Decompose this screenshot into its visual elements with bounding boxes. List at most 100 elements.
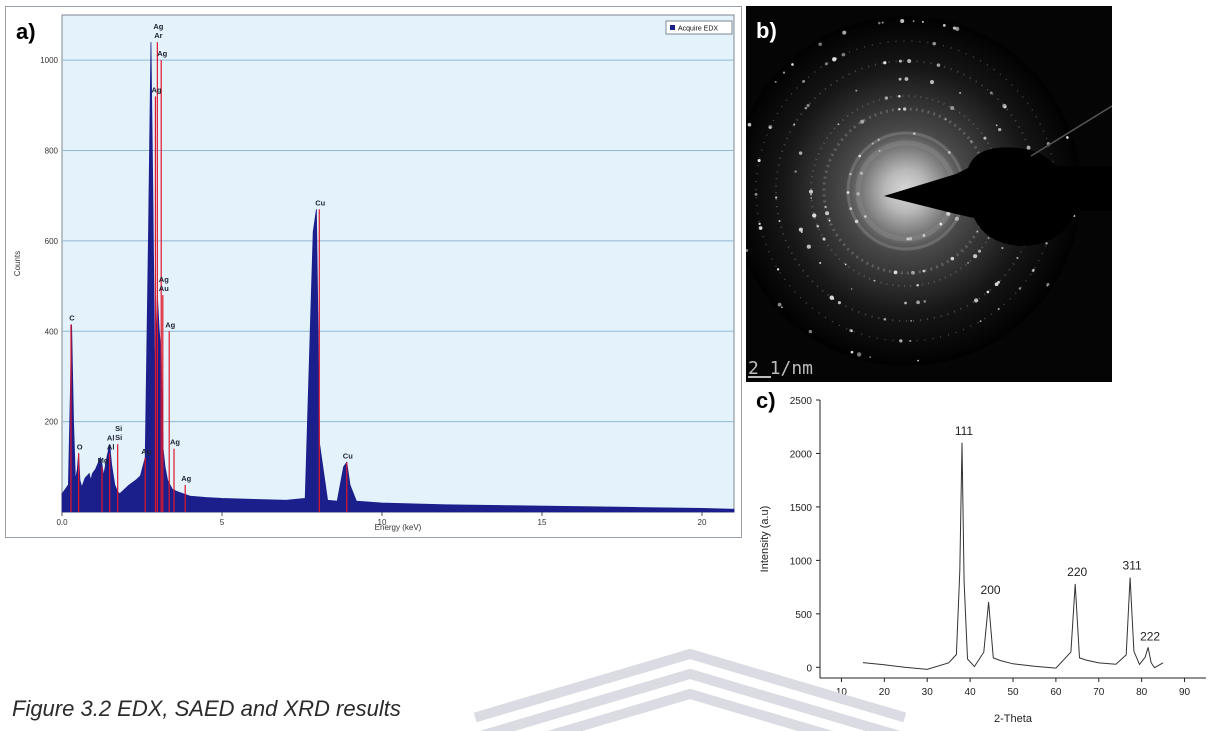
diffraction-spot — [916, 300, 920, 305]
diffraction-spot — [860, 119, 865, 124]
diffraction-spot — [1018, 287, 1022, 290]
diffraction-spot — [923, 300, 927, 303]
xrd-pattern-line — [862, 442, 1164, 670]
diffraction-spot — [883, 317, 887, 321]
diffraction-spot — [768, 124, 773, 130]
saed-panel: 2 1/nm b) — [746, 6, 1112, 382]
edx-x-tick-label: 20 — [698, 518, 707, 527]
edx-peak-label: Ag — [159, 275, 169, 284]
xrd-x-tick-label: 60 — [1050, 687, 1062, 698]
diffraction-spot — [909, 339, 912, 342]
xrd-peak-label: 311 — [1123, 558, 1142, 572]
xrd-peak-label: 220 — [1067, 565, 1087, 579]
diffraction-spot — [824, 62, 828, 66]
diffraction-spot — [810, 197, 813, 199]
edx-y-tick-label: 400 — [45, 327, 59, 336]
diffraction-spot — [986, 290, 990, 294]
diffraction-spot — [929, 79, 935, 85]
diffraction-spot — [950, 256, 955, 261]
diffraction-spot — [812, 213, 817, 218]
xrd-peak-label: 222 — [1140, 630, 1160, 644]
diffraction-spot — [842, 30, 847, 35]
edx-x-tick-label: 10 — [378, 518, 387, 527]
diffraction-spot — [829, 295, 834, 300]
diffraction-spot — [904, 301, 907, 305]
diffraction-spot — [798, 227, 803, 232]
xrd-chart: 0 500 1000 1500 2000 2500 10 20 30 40 50 60 70 80 90 11… — [759, 396, 1206, 725]
diffraction-spot — [898, 94, 901, 98]
diffraction-spot — [1046, 282, 1050, 286]
edx-legend-swatch — [670, 25, 675, 30]
diffraction-spot — [810, 193, 812, 196]
diffraction-spot — [912, 20, 915, 23]
diffraction-spot — [825, 211, 830, 216]
xrd-x-tick-label: 10 — [836, 687, 848, 698]
diffraction-spot — [942, 23, 946, 27]
diffraction-spot — [841, 52, 846, 57]
diffraction-spot — [859, 171, 863, 175]
diffraction-spot — [893, 270, 898, 275]
figure-caption: Figure 3.2 EDX, SAED and XRD results — [12, 696, 401, 721]
diffraction-spot — [902, 107, 907, 111]
xrd-peak-label: 111 — [955, 424, 974, 438]
diffraction-spot — [978, 249, 982, 253]
diffraction-spot — [782, 71, 786, 74]
diffraction-spot — [950, 105, 955, 110]
diffraction-spot — [804, 106, 808, 110]
diffraction-spot — [899, 339, 903, 343]
diffraction-spot — [837, 301, 841, 305]
diffraction-spot — [849, 328, 853, 333]
diffraction-spot — [913, 132, 916, 135]
diffraction-spot — [952, 26, 957, 30]
diffraction-spot — [973, 254, 978, 259]
diffraction-spot — [922, 269, 926, 273]
diffraction-spot — [898, 77, 902, 81]
diffraction-spot — [776, 268, 780, 271]
diffraction-spot — [916, 284, 919, 287]
edx-peak-label: Ag — [170, 438, 180, 447]
xrd-y-tick-label: 0 — [806, 663, 812, 674]
diffraction-spot — [850, 350, 854, 354]
edx-plot-area — [61, 14, 735, 513]
diffraction-spot — [828, 219, 831, 222]
diffraction-spot — [959, 91, 962, 94]
diffraction-spot — [871, 142, 874, 145]
diffraction-spot — [995, 124, 998, 127]
diffraction-spot — [936, 63, 941, 67]
edx-peak-label: Ag — [151, 85, 161, 94]
diffraction-spot — [794, 170, 797, 173]
diffraction-spot — [878, 21, 881, 25]
diffraction-spot — [849, 172, 852, 176]
diffraction-spot — [856, 192, 860, 196]
diffraction-spot — [907, 58, 912, 64]
xrd-x-tick-label: 80 — [1136, 687, 1148, 698]
diffraction-spot — [967, 261, 970, 264]
xrd-y-tick-label: 1500 — [790, 503, 813, 514]
edx-x-tick-label: 15 — [538, 518, 547, 527]
diffraction-spot — [849, 207, 853, 211]
diffraction-spot — [774, 80, 777, 83]
diffraction-spot — [944, 118, 947, 121]
edx-peak-label: C — [69, 313, 75, 322]
edx-peak-label: Ag — [181, 474, 191, 483]
xrd-y-tick-label: 2500 — [790, 396, 813, 407]
edx-peak-label: Ag — [153, 22, 163, 31]
diffraction-spot — [850, 288, 853, 290]
diffraction-spot — [877, 138, 880, 142]
edx-peak-label: Cu — [343, 451, 353, 460]
diffraction-spot — [979, 320, 982, 322]
xrd-y-axis-label: Intensity (a.u) — [759, 506, 771, 573]
diffraction-spot — [974, 298, 979, 303]
diffraction-spot — [778, 220, 781, 223]
diffraction-spot — [808, 329, 813, 334]
diffraction-spot — [802, 80, 805, 83]
diffraction-spot — [1031, 269, 1035, 273]
diffraction-spot — [798, 151, 803, 155]
diffraction-spot — [997, 307, 1000, 310]
panel-b-label: b) — [756, 18, 777, 43]
diffraction-spot — [747, 122, 752, 127]
xrd-x-tick-label: 90 — [1179, 687, 1191, 698]
diffraction-spot — [844, 263, 847, 266]
diffraction-spot — [904, 77, 909, 81]
xrd-y-tick-label: 2000 — [790, 449, 813, 460]
